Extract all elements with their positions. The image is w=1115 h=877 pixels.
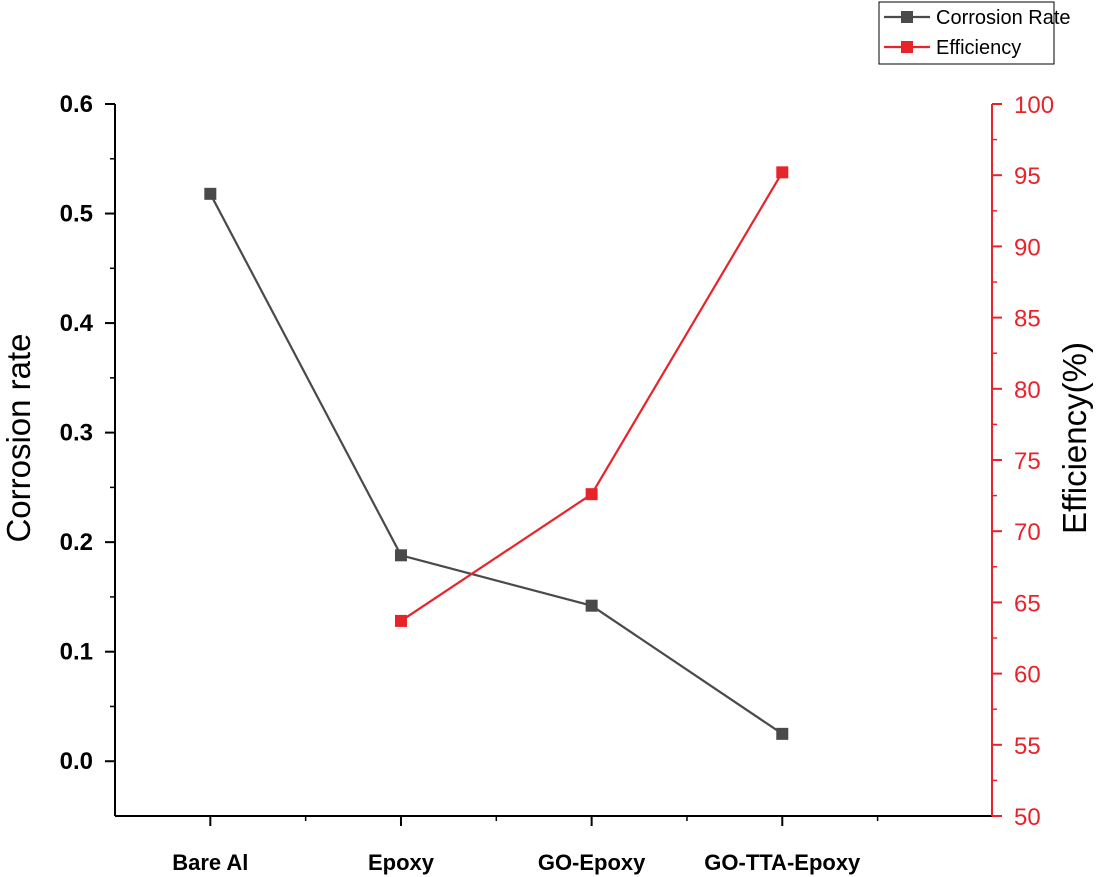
legend-marker <box>901 11 913 23</box>
x-axis-ticks: Bare Al Epoxy GO-Epoxy GO-TTA-Epoxy <box>172 816 879 875</box>
data-point <box>585 599 598 612</box>
y2-tick-label: 85 <box>1014 306 1041 333</box>
y2-axis-title: Efficiency(%) <box>1056 342 1093 534</box>
y-tick-label: 0.2 <box>60 529 93 556</box>
y-tick-label: 0.5 <box>60 201 93 228</box>
y2-tick-label: 95 <box>1014 163 1041 190</box>
data-point <box>204 187 217 200</box>
y2-tick-label: 70 <box>1014 519 1041 546</box>
y2-tick-label: 55 <box>1014 733 1041 760</box>
x-tick-label: Bare Al <box>172 850 248 875</box>
y2-tick-label: 65 <box>1014 590 1041 617</box>
right-axis-ticks: 50 55 60 65 70 75 80 85 90 95 100 <box>992 92 1054 831</box>
x-tick-label: GO-Epoxy <box>538 850 646 875</box>
y2-tick-label: 80 <box>1014 377 1041 404</box>
series-layer <box>204 166 789 740</box>
y-axis-title: Corrosion rate <box>0 333 37 542</box>
data-point <box>776 727 789 740</box>
y2-tick-label: 100 <box>1014 92 1054 119</box>
x-tick-label: Epoxy <box>368 850 435 875</box>
y-tick-label: 0.1 <box>60 639 93 666</box>
y-tick-label: 0.3 <box>60 420 93 447</box>
legend-items: Corrosion Rate Efficiency <box>884 7 1071 59</box>
axes <box>114 104 993 817</box>
data-point <box>585 488 598 501</box>
y-tick-label: 0.0 <box>60 748 93 775</box>
left-axis-ticks: 0.0 0.1 0.2 0.3 0.4 0.5 0.6 <box>60 91 115 775</box>
data-point <box>394 614 407 627</box>
y2-tick-label: 60 <box>1014 662 1041 689</box>
y-tick-label: 0.6 <box>60 91 93 118</box>
legend-label: Efficiency <box>936 37 1021 59</box>
data-point <box>394 549 407 562</box>
y2-tick-label: 75 <box>1014 448 1041 475</box>
legend-label: Corrosion Rate <box>936 7 1071 29</box>
series-1 <box>204 187 789 740</box>
series-line <box>400 171 784 622</box>
legend: Corrosion Rate Efficiency <box>878 1 1071 65</box>
y-tick-label: 0.4 <box>60 310 94 337</box>
y2-tick-label: 90 <box>1014 234 1041 261</box>
x-tick-label: GO-TTA-Epoxy <box>704 850 861 875</box>
series-line <box>209 193 783 735</box>
y2-tick-label: 50 <box>1014 804 1041 831</box>
series-2 <box>394 166 789 627</box>
legend-marker <box>901 41 913 53</box>
data-point <box>776 166 789 179</box>
